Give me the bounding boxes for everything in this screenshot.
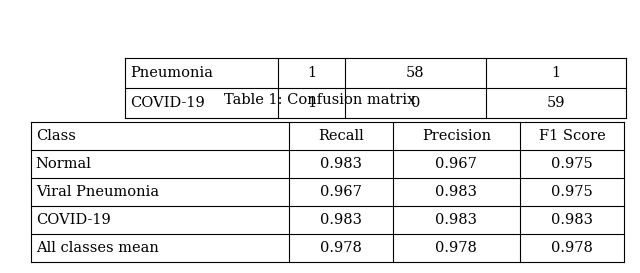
Text: F1 Score: F1 Score xyxy=(539,129,605,143)
Text: Pneumonia: Pneumonia xyxy=(130,66,212,80)
Text: 59: 59 xyxy=(547,96,565,110)
Text: Recall: Recall xyxy=(318,129,364,143)
Text: Class: Class xyxy=(36,129,76,143)
Text: Table 1: Confusion matrix: Table 1: Confusion matrix xyxy=(224,93,416,107)
Text: All classes mean: All classes mean xyxy=(36,241,159,255)
Text: 0.983: 0.983 xyxy=(435,213,477,227)
Text: 0.983: 0.983 xyxy=(320,213,362,227)
Text: 0.978: 0.978 xyxy=(551,241,593,255)
Text: 0.983: 0.983 xyxy=(435,185,477,199)
Text: 0: 0 xyxy=(411,96,420,110)
Text: 58: 58 xyxy=(406,66,425,80)
Text: Normal: Normal xyxy=(36,157,92,171)
Text: 0.967: 0.967 xyxy=(320,185,362,199)
Text: COVID-19: COVID-19 xyxy=(36,213,111,227)
Text: Precision: Precision xyxy=(422,129,491,143)
Text: Viral Pneumonia: Viral Pneumonia xyxy=(36,185,159,199)
Text: 0.975: 0.975 xyxy=(551,185,593,199)
Text: 1: 1 xyxy=(307,66,316,80)
Text: 0.978: 0.978 xyxy=(435,241,477,255)
Text: 1: 1 xyxy=(551,66,561,80)
Text: 1: 1 xyxy=(307,96,316,110)
Text: 0.983: 0.983 xyxy=(551,213,593,227)
Text: COVID-19: COVID-19 xyxy=(130,96,205,110)
Text: 0.975: 0.975 xyxy=(551,157,593,171)
Text: 0.978: 0.978 xyxy=(320,241,362,255)
Text: 0.967: 0.967 xyxy=(435,157,477,171)
Text: 0.983: 0.983 xyxy=(320,157,362,171)
